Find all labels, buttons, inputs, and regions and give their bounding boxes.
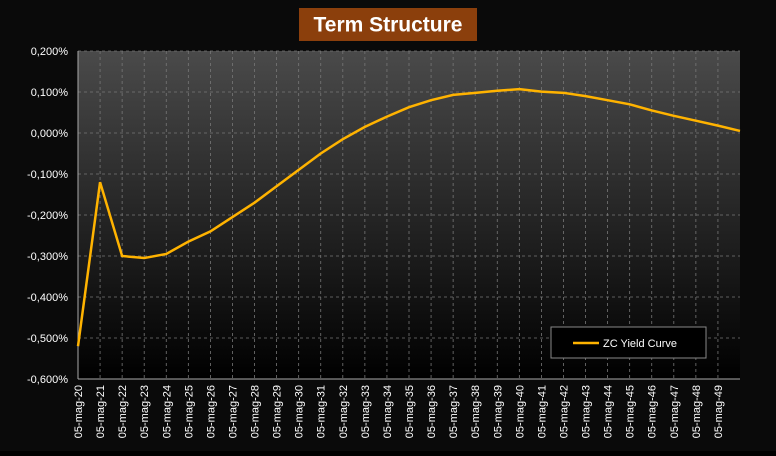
x-tick-label: 05-mag-31 xyxy=(316,385,328,438)
y-tick-label: -0,300% xyxy=(27,251,68,263)
x-tick-label: 05-mag-29 xyxy=(272,385,284,438)
y-tick-label: -0,100% xyxy=(27,169,68,181)
x-tick-label: 05-mag-44 xyxy=(603,385,615,438)
y-tick-label: -0,200% xyxy=(27,210,68,222)
x-tick-label: 05-mag-34 xyxy=(382,385,394,438)
x-tick-label: 05-mag-47 xyxy=(669,385,681,438)
x-tick-label: 05-mag-30 xyxy=(294,385,306,438)
x-tick-label: 05-mag-49 xyxy=(713,385,725,438)
x-tick-label: 05-mag-37 xyxy=(448,385,460,438)
x-tick-label: 05-mag-21 xyxy=(95,385,107,438)
x-tick-label: 05-mag-43 xyxy=(581,385,593,438)
x-tick-label: 05-mag-40 xyxy=(514,385,526,438)
y-tick-label: 0,000% xyxy=(31,128,69,140)
x-tick-label: 05-mag-24 xyxy=(161,385,173,438)
x-tick-label: 05-mag-46 xyxy=(647,385,659,438)
title-box xyxy=(299,8,477,41)
x-tick-label: 05-mag-32 xyxy=(338,385,350,438)
y-tick-label: 0,200% xyxy=(31,46,69,58)
x-tick-label: 05-mag-20 xyxy=(73,385,85,438)
x-tick-label: 05-mag-48 xyxy=(691,385,703,438)
y-tick-label: 0,100% xyxy=(31,87,69,99)
legend-label: ZC Yield Curve xyxy=(603,338,677,350)
x-tick-label: 05-mag-39 xyxy=(492,385,504,438)
x-tick-label: 05-mag-26 xyxy=(205,385,217,438)
x-tick-label: 05-mag-38 xyxy=(470,385,482,438)
chart-title: Term Structure xyxy=(314,14,463,37)
x-tick-label: 05-mag-45 xyxy=(625,385,637,438)
x-tick-label: 05-mag-42 xyxy=(558,385,570,438)
x-tick-label: 05-mag-41 xyxy=(536,385,548,438)
x-tick-label: 05-mag-23 xyxy=(139,385,151,438)
y-tick-label: -0,600% xyxy=(27,374,68,386)
x-tick-label: 05-mag-35 xyxy=(404,385,416,438)
x-tick-label: 05-mag-25 xyxy=(183,385,195,438)
x-tick-label: 05-mag-22 xyxy=(117,385,129,438)
x-tick-label: 05-mag-36 xyxy=(426,385,438,438)
y-tick-label: -0,500% xyxy=(27,333,68,345)
x-tick-label: 05-mag-27 xyxy=(227,385,239,438)
x-tick-label: 05-mag-28 xyxy=(250,385,262,438)
y-tick-label: -0,400% xyxy=(27,292,68,304)
x-tick-label: 05-mag-33 xyxy=(360,385,372,438)
line-series xyxy=(76,87,741,347)
